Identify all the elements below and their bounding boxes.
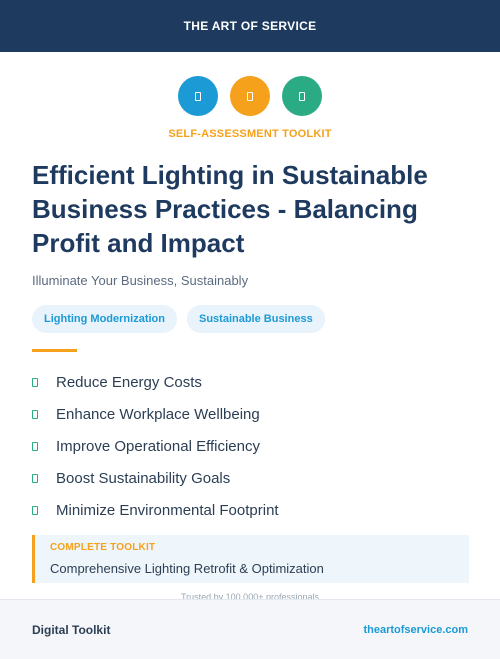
benefit-item: Boost Sustainability Goals bbox=[32, 462, 279, 494]
page-title: Efficient Lighting in Sustainable Busine… bbox=[32, 160, 428, 258]
icon-circle-green bbox=[282, 76, 322, 116]
check-icon bbox=[32, 505, 38, 515]
benefit-label: Improve Operational Efficiency bbox=[56, 437, 260, 455]
tag-sustainable-business: Sustainable Business bbox=[186, 305, 325, 333]
benefit-item: Reduce Energy Costs bbox=[32, 366, 279, 398]
callout-text: Comprehensive Lighting Retrofit & Optimi… bbox=[50, 561, 324, 576]
check-icon bbox=[32, 441, 38, 451]
benefit-list: Reduce Energy Costs Enhance Workplace We… bbox=[32, 366, 279, 526]
benefit-label: Enhance Workplace Wellbeing bbox=[56, 405, 260, 423]
tag-list: Lighting Modernization Sustainable Busin… bbox=[32, 305, 325, 333]
benefit-item: Enhance Workplace Wellbeing bbox=[32, 398, 279, 430]
check-icon bbox=[32, 377, 38, 387]
footer-website-link[interactable]: theartofservice.com bbox=[363, 623, 468, 636]
benefit-label: Boost Sustainability Goals bbox=[56, 469, 231, 487]
accent-divider bbox=[32, 349, 77, 352]
footer-bar: Digital Toolkit theartofservice.com bbox=[0, 599, 500, 659]
eyebrow-label: SELF-ASSESSMENT TOOLKIT bbox=[168, 128, 332, 140]
icon-circle-orange bbox=[230, 76, 270, 116]
document-icon bbox=[195, 91, 201, 101]
tag-lighting-modernization: Lighting Modernization bbox=[32, 305, 177, 333]
document-icon bbox=[247, 91, 253, 101]
subtitle: Illuminate Your Business, Sustainably bbox=[32, 273, 249, 288]
benefit-label: Minimize Environmental Footprint bbox=[56, 501, 279, 519]
trusted-note: Trusted by 100,000+ professionals bbox=[180, 592, 319, 602]
benefit-item: Improve Operational Efficiency bbox=[32, 430, 279, 462]
document-icon bbox=[299, 91, 305, 101]
benefit-item: Minimize Environmental Footprint bbox=[32, 494, 279, 526]
callout-label: COMPLETE TOOLKIT bbox=[50, 542, 156, 553]
brand-name: THE ART OF SERVICE bbox=[183, 19, 317, 33]
icon-circle-blue bbox=[178, 76, 218, 116]
benefit-label: Reduce Energy Costs bbox=[56, 373, 202, 391]
footer-label: Digital Toolkit bbox=[32, 622, 111, 637]
check-icon bbox=[32, 473, 38, 483]
header-bar: THE ART OF SERVICE bbox=[0, 0, 500, 52]
toolkit-callout: COMPLETE TOOLKIT Comprehensive Lighting … bbox=[32, 535, 469, 583]
icon-row bbox=[0, 76, 500, 116]
check-icon bbox=[32, 409, 38, 419]
